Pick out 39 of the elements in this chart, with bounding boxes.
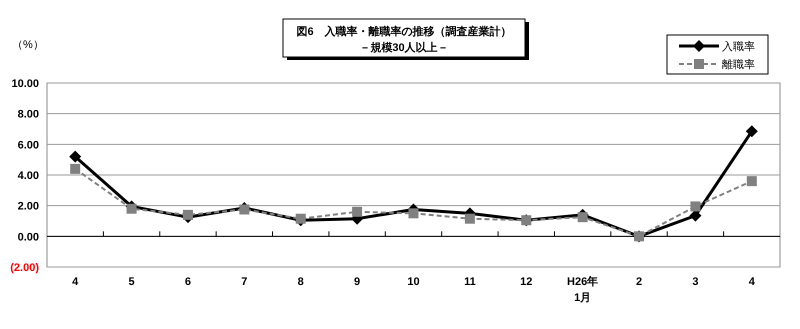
point	[746, 125, 758, 138]
x-tick-label: 11	[464, 276, 476, 288]
point	[690, 201, 700, 212]
y-axis-title: （%）	[12, 39, 44, 51]
y-tick-label: 2.00	[18, 200, 39, 213]
point	[182, 210, 193, 220]
x-tick-label: 8	[298, 276, 304, 288]
x-tick-label: 12	[520, 276, 532, 288]
y-tick-label: (2.00)	[10, 262, 40, 274]
x-tick-label: 6	[184, 276, 192, 288]
chart-subtitle: －規模30人以上－	[359, 41, 449, 54]
point	[464, 214, 475, 224]
point	[352, 206, 362, 217]
x-tick-label: 10	[407, 276, 420, 288]
point	[70, 164, 80, 174]
point	[296, 214, 306, 224]
y-tick-label: 8.00	[18, 108, 39, 121]
y-tick-label: 6.00	[18, 139, 39, 152]
x-tick-label: 2	[636, 276, 642, 288]
point	[689, 210, 702, 222]
point	[126, 204, 137, 214]
point	[746, 176, 757, 186]
legend-label: 離職率	[722, 58, 755, 71]
y-tick-label: 4.00	[18, 170, 39, 182]
y-tick-label: 0.00	[18, 231, 39, 244]
chart-title: 図6 入職率・離職率の推移（調査産業計）	[296, 25, 512, 38]
point	[239, 204, 250, 214]
point	[69, 150, 82, 163]
x-tick-label: 7	[241, 276, 248, 288]
legend-label: 入職率	[722, 40, 755, 53]
x-tick-label: 3	[692, 276, 698, 288]
x-tick-label: 9	[354, 276, 360, 288]
x-tick-label: 4	[748, 276, 756, 288]
x-tick-label: 5	[128, 276, 135, 288]
point	[578, 212, 588, 222]
y-tick-label: 10.00	[11, 78, 39, 90]
x-tick-label: 4	[72, 276, 80, 288]
x-tick-label: H26年 1月	[567, 275, 598, 304]
point	[408, 208, 418, 218]
